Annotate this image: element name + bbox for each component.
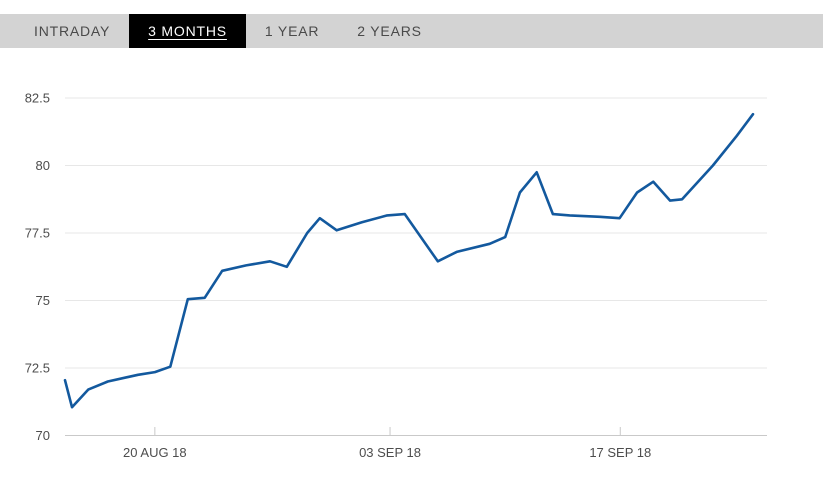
timeframe-tab-bar: INTRADAY 3 MONTHS 1 YEAR 2 YEARS — [0, 14, 823, 48]
tab-3-months[interactable]: 3 MONTHS — [129, 14, 246, 48]
y-axis-label: 75 — [36, 293, 50, 308]
tab-2-years[interactable]: 2 YEARS — [357, 23, 422, 39]
tab-1-year[interactable]: 1 YEAR — [264, 23, 320, 39]
x-axis-label: 03 SEP 18 — [359, 445, 421, 460]
tab-intraday[interactable]: INTRADAY — [34, 23, 111, 39]
x-axis-label: 20 AUG 18 — [123, 445, 187, 460]
y-axis-label: 70 — [36, 428, 50, 443]
x-axis-label: 17 SEP 18 — [589, 445, 651, 460]
y-axis-label: 82.5 — [25, 91, 50, 106]
y-axis-label: 80 — [36, 158, 50, 173]
y-axis-label: 72.5 — [25, 361, 50, 376]
y-axis-label: 77.5 — [25, 226, 50, 241]
price-line — [63, 112, 755, 409]
